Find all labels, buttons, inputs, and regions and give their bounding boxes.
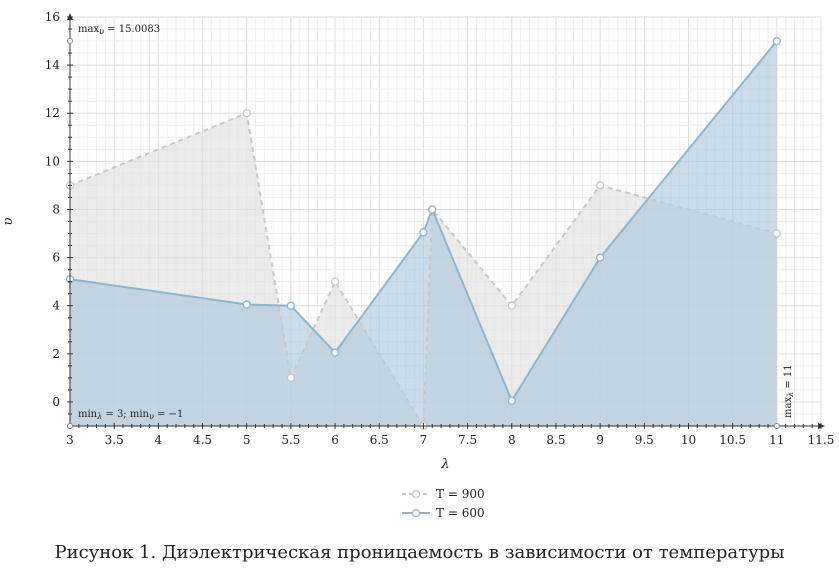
legend-swatch-t600	[402, 508, 430, 517]
series-0-point	[242, 109, 251, 118]
x-tick-label: 4.5	[193, 433, 212, 447]
series-0-point	[772, 229, 781, 238]
series-1-point	[242, 300, 251, 309]
y-tick-label: 8	[52, 202, 60, 216]
series-1-point	[772, 36, 781, 46]
series-0-point	[507, 301, 516, 310]
legend-swatch-t900	[402, 489, 430, 498]
x-tick-label: 3.5	[105, 433, 124, 447]
x-tick-label: 10.5	[719, 433, 746, 447]
x-tick-label: 9.5	[635, 433, 654, 447]
x-tick-label: 11.5	[808, 433, 835, 447]
series-0-point	[286, 373, 296, 383]
max-y-annotation: maxυ = 15.0083	[78, 24, 160, 36]
series-1-point	[595, 253, 605, 262]
y-tick-label: 16	[45, 10, 60, 24]
y-tick-label: 12	[45, 106, 60, 120]
series-1-point	[330, 348, 340, 357]
legend-item-t900[interactable]: T = 900	[400, 484, 485, 503]
figure-caption: Рисунок 1. Диэлектрическая проницаемость…	[54, 542, 785, 563]
y-tick-label: 0	[52, 395, 60, 409]
x-tick-label: 5.5	[281, 433, 300, 447]
y-tick-label: 10	[45, 154, 60, 168]
x-tick-label: 6	[331, 433, 339, 447]
x-tick-label: 3	[66, 433, 74, 447]
y-tick-label: 2	[52, 347, 60, 361]
x-tick-label: 4	[155, 433, 163, 447]
y-tick-label: 6	[52, 251, 60, 265]
x-tick-label: 6.5	[370, 433, 389, 447]
legend-label-t600: T = 600	[436, 505, 485, 520]
x-tick-label: 11	[769, 433, 784, 447]
legend: T = 900 T = 600	[400, 484, 485, 522]
y-tick-label: 14	[45, 58, 61, 72]
x-tick-label: 7.5	[458, 433, 477, 447]
legend-item-t600[interactable]: T = 600	[400, 503, 485, 522]
series-line-0	[69, 111, 778, 430]
x-axis-title: λ	[440, 457, 449, 472]
max-x-annotation: maxλ = 11	[783, 364, 795, 418]
series-1-point	[507, 396, 516, 405]
series-1-point	[419, 228, 428, 237]
x-tick-label: 7	[420, 433, 428, 447]
series-0-point	[330, 277, 340, 286]
series-1-point	[428, 205, 437, 214]
x-tick-label: 5	[243, 433, 251, 447]
x-tick-label: 8.5	[546, 433, 565, 447]
max-y-marker	[67, 37, 73, 44]
x-tick-label: 9	[596, 433, 604, 447]
max-x-marker	[773, 423, 780, 429]
x-tick-label: 10	[681, 433, 696, 447]
min-annotation: minλ = 3; minυ = −1	[78, 409, 183, 421]
y-tick-label: 4	[52, 299, 60, 313]
series-0-point	[595, 181, 605, 190]
legend-label-t900: T = 900	[436, 486, 485, 501]
series-1-point	[286, 301, 296, 310]
chart-plot: 3 3.5 4 4.5 5 5.5 6 6.5 7 7.5 8 8.5 9 9.5 10 10.5 11 11.5…	[1, 10, 835, 472]
min-marker	[67, 423, 73, 429]
y-axis-title: υ	[1, 217, 16, 225]
x-tick-label: 8	[508, 433, 516, 447]
